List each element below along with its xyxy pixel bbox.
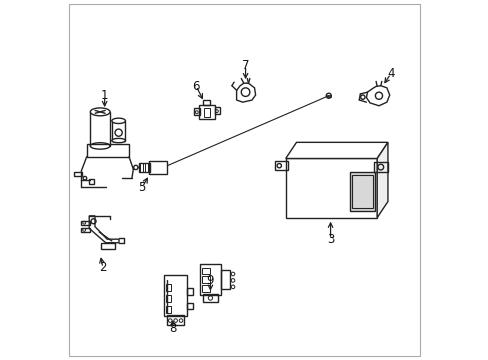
Bar (165, 295, 171, 302)
Bar (86, 144, 129, 157)
Bar (187, 303, 192, 309)
Ellipse shape (90, 108, 110, 116)
Bar (88, 179, 94, 184)
Bar (202, 285, 209, 292)
Text: 6: 6 (192, 80, 200, 93)
Bar (202, 267, 209, 274)
Bar (199, 105, 214, 119)
Bar (274, 161, 287, 170)
Text: 5: 5 (138, 181, 146, 194)
Bar (139, 163, 150, 172)
Text: 9: 9 (206, 274, 214, 287)
Text: 7: 7 (242, 59, 249, 72)
Polygon shape (376, 142, 387, 218)
Bar (285, 158, 376, 218)
Text: 1: 1 (101, 89, 108, 102)
Bar (194, 108, 199, 116)
Bar (203, 294, 217, 302)
Text: 8: 8 (169, 322, 176, 335)
Bar (373, 162, 387, 172)
Ellipse shape (112, 118, 125, 123)
Bar (214, 107, 220, 114)
Bar (203, 108, 209, 117)
Bar (165, 284, 171, 291)
Bar (187, 288, 192, 295)
Bar (202, 276, 209, 283)
Bar (74, 172, 82, 176)
Bar (81, 228, 90, 232)
Polygon shape (285, 142, 387, 158)
Bar (203, 100, 210, 105)
Bar (199, 264, 221, 295)
Bar (349, 172, 374, 211)
Bar (90, 112, 110, 146)
Bar (149, 161, 167, 174)
Bar (101, 243, 115, 249)
Ellipse shape (90, 143, 110, 149)
Text: 2: 2 (99, 261, 106, 274)
Bar (221, 270, 230, 289)
Bar (112, 121, 125, 140)
Text: 4: 4 (386, 67, 394, 80)
Bar (163, 275, 187, 316)
Text: 3: 3 (326, 233, 334, 246)
Bar (165, 306, 171, 313)
Bar (352, 175, 372, 208)
Bar (81, 221, 90, 225)
Bar (166, 315, 183, 325)
Ellipse shape (112, 138, 125, 143)
